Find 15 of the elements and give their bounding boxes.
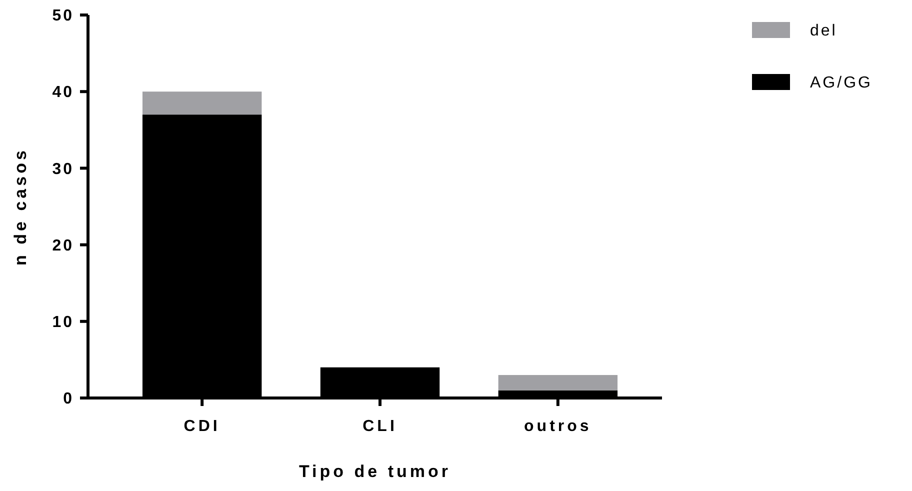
y-tick-label: 30 xyxy=(52,160,74,178)
bar xyxy=(498,375,618,390)
y-tick-label: 0 xyxy=(63,390,74,408)
y-tick-label: 50 xyxy=(52,8,74,25)
legend-label: AG/GG xyxy=(810,74,872,92)
x-axis-title: Tipo de tumor xyxy=(298,462,452,481)
y-axis-title: n de casos xyxy=(11,148,30,266)
bar xyxy=(142,92,262,115)
y-tick-label: 40 xyxy=(52,84,74,102)
y-tick-label: 10 xyxy=(52,314,74,331)
x-tick-label: outros xyxy=(524,418,592,435)
x-tick-label: CLI xyxy=(362,418,398,435)
x-tick-label: CDI xyxy=(184,418,220,435)
y-tick-label: 20 xyxy=(52,237,74,254)
legend-label: del xyxy=(810,22,838,40)
